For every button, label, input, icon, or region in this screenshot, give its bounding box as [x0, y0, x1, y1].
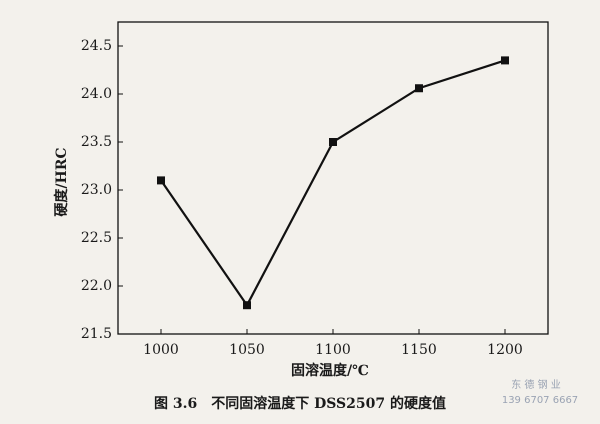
- x-tick-label: 1050: [229, 342, 265, 358]
- watermark: 东 德 钢 业: [511, 378, 561, 391]
- watermark: 139 6707 6667: [502, 395, 578, 406]
- y-tick-label: 21.5: [81, 326, 112, 342]
- data-point: [415, 84, 423, 93]
- y-tick-label: 23.5: [81, 134, 112, 150]
- chart-title: 图 3.6 不同固溶温度下 DSS2507 的硬度值: [154, 395, 446, 412]
- y-axis-label: 硬度/HRC: [53, 147, 70, 216]
- x-tick-label: 1100: [315, 342, 351, 358]
- x-tick-label: 1000: [143, 342, 179, 358]
- data-point: [329, 138, 337, 146]
- y-tick-label: 24.5: [81, 38, 112, 54]
- y-tick-label: 22.0: [81, 278, 112, 294]
- x-tick-label: 1200: [487, 342, 523, 358]
- data-point: [157, 176, 165, 185]
- x-tick-label: 1150: [401, 342, 437, 358]
- y-tick-label: 22.5: [81, 230, 112, 246]
- x-axis-label: 固溶温度/℃: [291, 362, 369, 379]
- y-tick-label: 23.0: [81, 182, 112, 198]
- data-point: [501, 56, 509, 65]
- series-line: [160, 59, 506, 308]
- y-tick-label: 24.0: [81, 86, 112, 102]
- plot-frame: [117, 21, 549, 335]
- data-point: [243, 301, 251, 310]
